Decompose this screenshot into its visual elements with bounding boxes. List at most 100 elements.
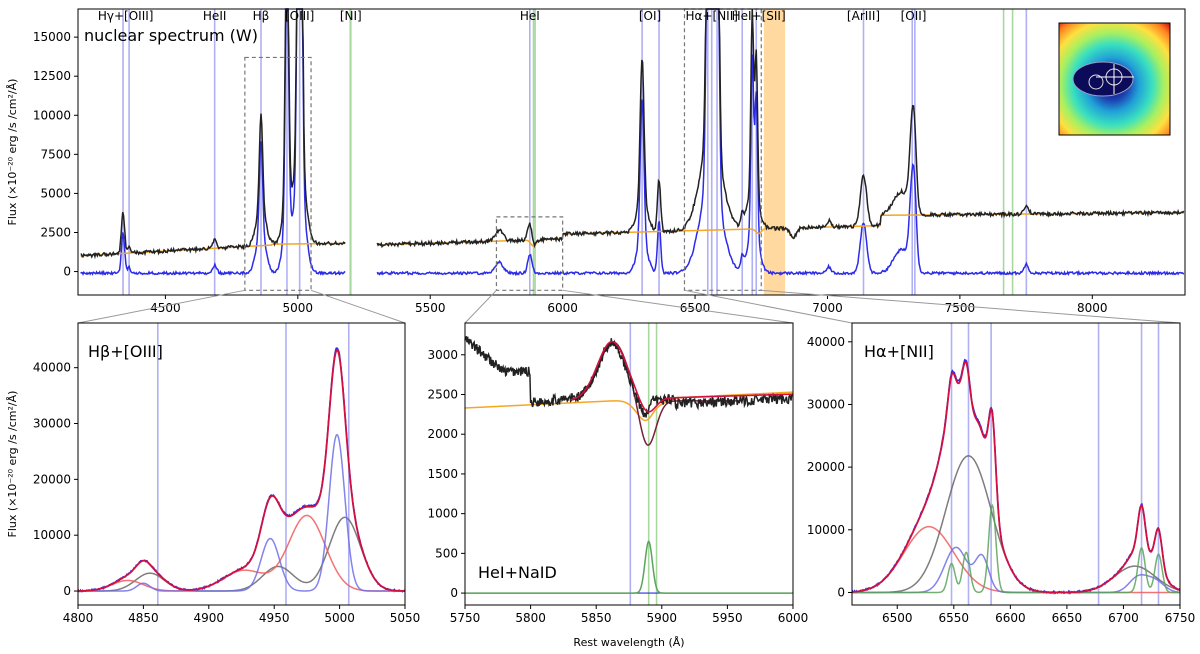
hb-panel-title: Hβ+[OIII] <box>88 342 163 361</box>
top-ytick-label-5: 12500 <box>33 69 71 83</box>
top-continuum-series-seg-0 <box>80 242 346 257</box>
zoom-connector-left-0 <box>77 289 245 324</box>
hb-data-series <box>77 347 406 593</box>
top-panel-line-labels: Hγ+[OIII] HeII Hβ [OIII] [NI] HeI [OI] Hα+[NII]… <box>98 9 927 23</box>
hb-component-blue <box>78 433 405 592</box>
top-xtick-label-4: 6500 <box>680 301 711 315</box>
top-ylabel: Flux (×10⁻²⁰ erg /s /cm²/Å) <box>6 79 19 226</box>
zoom-connector-left-2 <box>684 289 853 324</box>
ha-ytick-label-3: 30000 <box>807 397 845 411</box>
hb-xtick-label-5: 5050 <box>390 611 421 625</box>
zoom-connector-right-0 <box>310 289 406 324</box>
nad-panel-series <box>464 336 794 594</box>
hb-ytick-label-0: 0 <box>63 584 71 598</box>
top-line-label-7: Hα+[NII] <box>686 9 738 23</box>
nad-panel-markers <box>629 323 658 605</box>
hb-xtick-label-2: 4900 <box>194 611 225 625</box>
zoom-connector-left-1 <box>464 289 497 324</box>
hb-xtick-label-4: 5000 <box>324 611 355 625</box>
hb-panel-axes: 4800 4850 4900 4950 5000 5050 0 10000 20000 30000… <box>33 361 420 625</box>
hb-xtick-label-3: 4950 <box>259 611 290 625</box>
hb-xtick-label-0: 4800 <box>63 611 94 625</box>
top-panel-zoom-boxes <box>244 8 762 291</box>
hb-total-model <box>77 348 406 592</box>
ha-ytick-label-4: 40000 <box>807 335 845 349</box>
top-line-label-9: [ArIII] <box>847 9 880 23</box>
nad-continuum-series <box>464 391 794 422</box>
nad-xtick-label-2: 5850 <box>581 611 612 625</box>
inset-image <box>1058 22 1171 136</box>
top-xtick-label-5: 7000 <box>812 301 843 315</box>
ha-total-model <box>851 360 1181 594</box>
top-xtick-label-7: 8000 <box>1077 301 1108 315</box>
top-xtick-label-1: 5000 <box>283 301 314 315</box>
nad-panel-title: HeI+NaID <box>478 563 557 582</box>
ha-xtick-label-0: 6500 <box>882 611 913 625</box>
ha-xtick-label-3: 6650 <box>1052 611 1083 625</box>
nad-xtick-label-5: 6000 <box>778 611 809 625</box>
hb-ytick-label-1: 10000 <box>33 528 71 542</box>
top-line-label-6: [OI] <box>639 9 661 23</box>
nad-ytick-label-3: 1500 <box>427 467 458 481</box>
zoom-connectors <box>77 289 1181 324</box>
ha-panel-markers <box>950 323 1160 605</box>
top-ytick-label-1: 2500 <box>40 225 71 239</box>
top-panel-markers <box>122 9 1028 295</box>
top-ytick-label-2: 5000 <box>40 186 71 200</box>
ha-ytick-label-0: 0 <box>837 585 845 599</box>
nad-observed-series <box>464 336 794 418</box>
xlabel: Rest wavelength (Å) <box>573 636 684 649</box>
nad-emission-component <box>465 540 793 594</box>
nad-total-model <box>570 340 794 413</box>
nad-ytick-label-4: 2000 <box>427 427 458 441</box>
top-panel-title: nuclear spectrum (W) <box>84 26 258 45</box>
top-xtick-label-6: 7500 <box>945 301 976 315</box>
top-ytick-label-6: 15000 <box>33 30 71 44</box>
top-line-label-3: [OIII] <box>285 9 314 23</box>
top-line-label-5: HeI <box>520 9 540 23</box>
ha-panel-axes: 6500 6550 6600 6650 6700 6750 0 10000 20000 30000… <box>807 335 1195 625</box>
ha-panel: 6500 6550 6600 6650 6700 6750 0 10000 20000 30000… <box>807 322 1195 625</box>
hb-ytick-label-2: 20000 <box>33 472 71 486</box>
top-line-label-2: Hβ <box>253 9 270 23</box>
nad-panel: 5750 5800 5850 5900 5950 6000 0 500 1000 1500 2000… <box>427 322 808 625</box>
top-emission-series-seg-1 <box>376 8 1185 277</box>
ha-ytick-label-2: 20000 <box>807 460 845 474</box>
top-ytick-label-3: 7500 <box>40 147 71 161</box>
top-panel-series <box>80 8 1185 277</box>
ha-panel-series <box>851 358 1181 595</box>
ha-xtick-label-2: 6600 <box>995 611 1026 625</box>
ha-component-green <box>852 503 1180 594</box>
top-panel-axes: 4500 5000 5500 6000 6500 7000 7500 800002500500… <box>33 30 1108 315</box>
ha-panel-frame <box>851 322 1181 606</box>
nad-xtick-label-0: 5750 <box>450 611 481 625</box>
nad-ytick-label-5: 2500 <box>427 387 458 401</box>
top-panel: 4500 5000 5500 6000 6500 7000 7500 800002500500… <box>33 8 1186 315</box>
nad-xtick-label-3: 5900 <box>647 611 678 625</box>
ha-panel-title: Hα+[NII] <box>864 342 934 361</box>
zoom-connector-right-2 <box>761 289 1181 324</box>
top-ytick-label-0: 0 <box>63 265 71 279</box>
hb-ylabel: Flux (×10⁻²⁰ erg /s /cm²/Å) <box>6 391 19 538</box>
nad-xtick-label-4: 5950 <box>712 611 743 625</box>
top-observed-series-seg-1 <box>376 8 1185 249</box>
hb-ytick-label-3: 30000 <box>33 417 71 431</box>
top-line-label-4: [NI] <box>340 9 362 23</box>
nad-ytick-label-2: 1000 <box>427 507 458 521</box>
nad-ytick-label-6: 3000 <box>427 348 458 362</box>
ha-component-red <box>851 525 1180 594</box>
nad-xtick-label-1: 5800 <box>515 611 546 625</box>
top-xtick-label-3: 6000 <box>547 301 578 315</box>
nad-ytick-label-1: 500 <box>435 546 458 560</box>
ha-xtick-label-1: 6550 <box>939 611 970 625</box>
hb-panel-series <box>77 347 406 593</box>
top-xtick-label-2: 5500 <box>415 301 446 315</box>
hb-ytick-label-4: 40000 <box>33 361 71 375</box>
top-line-label-1: HeII <box>203 9 226 23</box>
nad-panel-axes: 5750 5800 5850 5900 5950 6000 0 500 1000 1500 2000… <box>427 348 808 625</box>
ha-xtick-label-4: 6700 <box>1108 611 1139 625</box>
hb-component-red <box>77 514 405 592</box>
nad-absorption-model <box>570 341 740 446</box>
top-line-label-10: [OII] <box>901 9 927 23</box>
hb-panel-markers <box>156 323 350 605</box>
